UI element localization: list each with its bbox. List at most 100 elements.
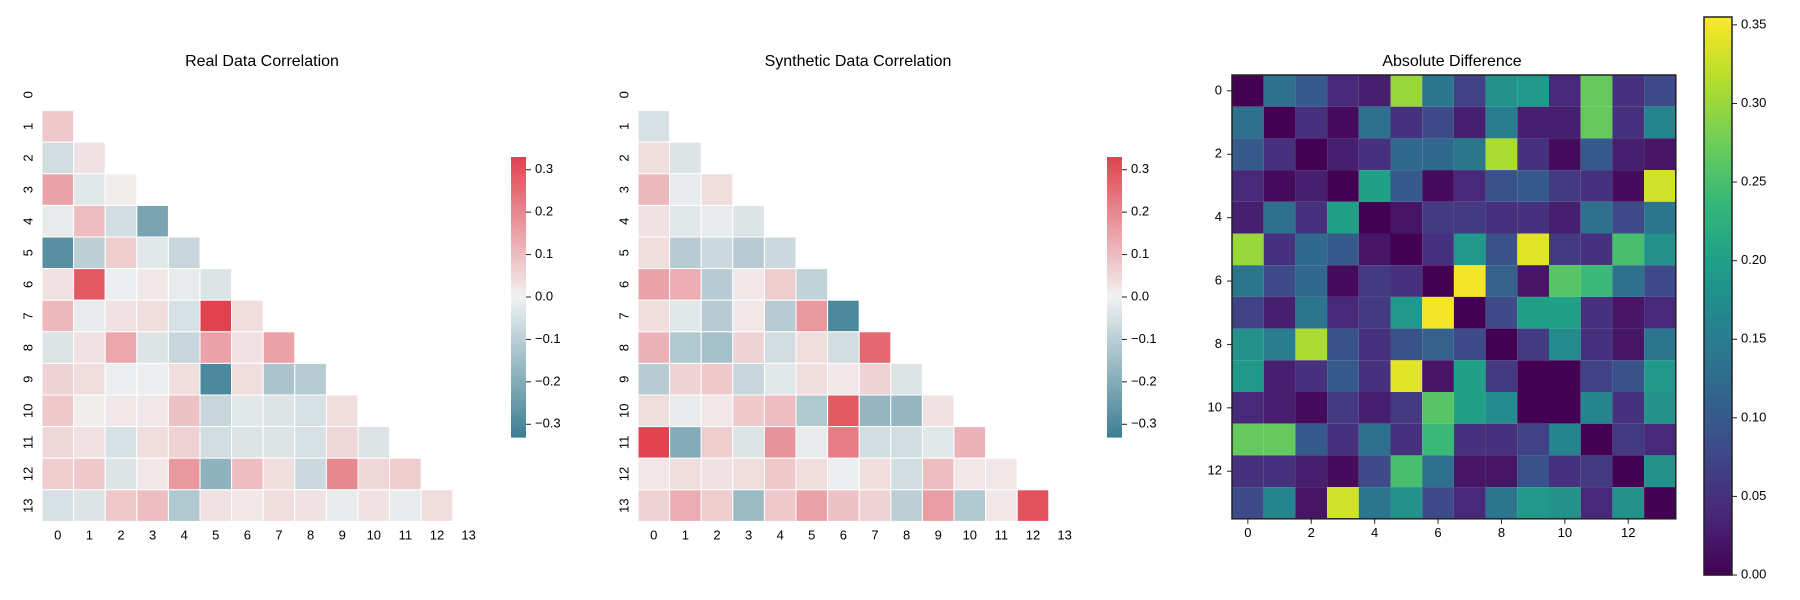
synthetic-correlation-x-ticks: 0 1 2 3 4 5 6 7 8 9 10 11 12 13	[650, 527, 1072, 542]
heatmap-cell-7-6	[827, 299, 860, 333]
heatmap-cell-13-3	[1327, 487, 1359, 519]
heatmap-cell-7-4	[1358, 296, 1391, 329]
colorbar-segment	[511, 213, 526, 216]
y-tick-label: 2	[1215, 146, 1222, 161]
colorbar-segment	[511, 332, 526, 335]
heatmap-cell-12-9	[1517, 455, 1549, 488]
colorbar-segment	[1107, 276, 1122, 279]
heatmap-cell-9-0	[1232, 360, 1264, 392]
colorbar-segment	[511, 243, 526, 247]
colorbar-segment	[1107, 425, 1122, 429]
heatmap-cell-7-6	[1422, 296, 1454, 329]
heatmap-cell-12-10	[357, 457, 391, 491]
x-tick-label: 12	[1621, 525, 1635, 540]
real-correlation-colorbar: −0.3 −0.2 −0.1 0.0 0.1 0.2 0.3	[511, 157, 561, 438]
colorbar-segment	[1704, 356, 1732, 362]
colorbar-segment	[1107, 215, 1122, 219]
heatmap-cell-10-1	[73, 394, 106, 428]
heatmap-cell-0-9	[1517, 75, 1549, 107]
heatmap-cell-10-7	[1453, 392, 1486, 424]
heatmap-cell-3-12	[1612, 170, 1645, 202]
colorbar-segment	[1704, 337, 1732, 344]
heatmap-cell-11-6	[231, 426, 264, 459]
x-tick-label: 5	[212, 527, 219, 542]
colorbar-segment	[511, 248, 526, 251]
heatmap-cell-12-11	[1580, 455, 1613, 488]
heatmap-cell-3-4	[1358, 170, 1391, 202]
x-tick-label: 6	[244, 527, 251, 542]
heatmap-cell-12-0	[1232, 455, 1264, 488]
heatmap-cell-6-10	[1549, 265, 1581, 297]
heatmap-cell-6-2	[104, 268, 138, 301]
x-tick-label: 0	[54, 527, 61, 542]
colorbar-segment	[511, 406, 526, 410]
colorbar-segment	[511, 287, 526, 291]
y-tick-label: 7	[20, 312, 35, 319]
colorbar-tick-label: −0.2	[535, 373, 561, 388]
colorbar-segment	[1704, 263, 1732, 269]
heatmap-cell-12-6	[827, 457, 860, 491]
colorbar-segment	[1107, 432, 1122, 436]
heatmap-cell-11-10	[953, 426, 987, 459]
absolute-difference-frame	[1231, 74, 1677, 520]
heatmap-cell-9-6	[231, 362, 264, 396]
heatmap-cell-7-1	[669, 299, 702, 333]
x-tick-label: 10	[367, 527, 381, 542]
colorbar-segment	[1704, 254, 1732, 260]
heatmap-cell-2-12	[1612, 138, 1645, 171]
heatmap-cell-11-3	[732, 426, 765, 459]
heatmap-cell-4-3	[1327, 201, 1359, 234]
heatmap-cell-10-9	[921, 394, 955, 428]
heatmap-cell-11-1	[73, 426, 106, 459]
heatmap-cell-13-2	[1295, 487, 1328, 519]
synthetic-correlation-colorbar: −0.3 −0.2 −0.1 0.0 0.1 0.2 0.3	[1107, 157, 1157, 438]
heatmap-cell-0-0	[1232, 75, 1264, 107]
heatmap-cell-12-10	[953, 457, 987, 491]
colorbar-segment	[1704, 402, 1732, 409]
heatmap-cell-4-2	[104, 204, 138, 238]
heatmap-cell-13-11	[985, 489, 1018, 522]
colorbar-segment	[511, 430, 526, 433]
colorbar-segment	[1704, 458, 1732, 464]
heatmap-cell-5-2	[700, 236, 734, 270]
heatmap-cell-5-3	[732, 236, 765, 270]
colorbar-segment	[511, 297, 526, 300]
colorbar-segment	[1704, 514, 1732, 520]
heatmap-cell-13-10	[953, 489, 987, 522]
colorbar-segment	[511, 194, 526, 198]
colorbar-segment	[1704, 77, 1732, 83]
heatmap-cell-11-10	[357, 426, 391, 459]
colorbar-segment	[1107, 304, 1122, 307]
colorbar-segment	[1107, 194, 1122, 198]
colorbar-segment	[511, 201, 526, 205]
heatmap-cell-5-11	[1580, 233, 1613, 266]
heatmap-cell-7-3	[136, 299, 169, 333]
heatmap-cell-3-0	[1232, 170, 1264, 202]
heatmap-cell-7-0	[41, 299, 75, 333]
x-tick-label: 11	[995, 527, 1009, 542]
colorbar-segment	[1107, 339, 1122, 342]
colorbar-segment	[1107, 334, 1122, 338]
heatmap-cell-10-6	[1422, 392, 1454, 424]
colorbar-tick-label: 0.2	[1131, 204, 1149, 219]
heatmap-cell-11-3	[1327, 423, 1359, 456]
colorbar-segment	[1107, 182, 1122, 186]
heatmap-cell-1-0	[637, 110, 671, 143]
y-tick-label: 6	[616, 281, 631, 288]
heatmap-cell-13-9	[1517, 487, 1549, 519]
colorbar-segment	[1107, 371, 1122, 375]
heatmap-cell-0-4	[1358, 75, 1391, 107]
colorbar-segment	[1107, 241, 1122, 244]
heatmap-cell-8-3	[1327, 328, 1359, 361]
colorbar-segment	[1107, 301, 1122, 305]
heatmap-cell-13-0	[637, 489, 671, 522]
heatmap-cell-8-9	[1517, 328, 1549, 361]
x-tick-label: 13	[461, 527, 475, 542]
colorbar-segment	[1704, 272, 1732, 278]
colorbar-segment	[1704, 416, 1732, 423]
colorbar-segment	[1107, 392, 1122, 396]
colorbar-segment	[1107, 166, 1122, 170]
heatmap-cell-2-0	[637, 141, 671, 175]
colorbar-segment	[511, 180, 526, 184]
